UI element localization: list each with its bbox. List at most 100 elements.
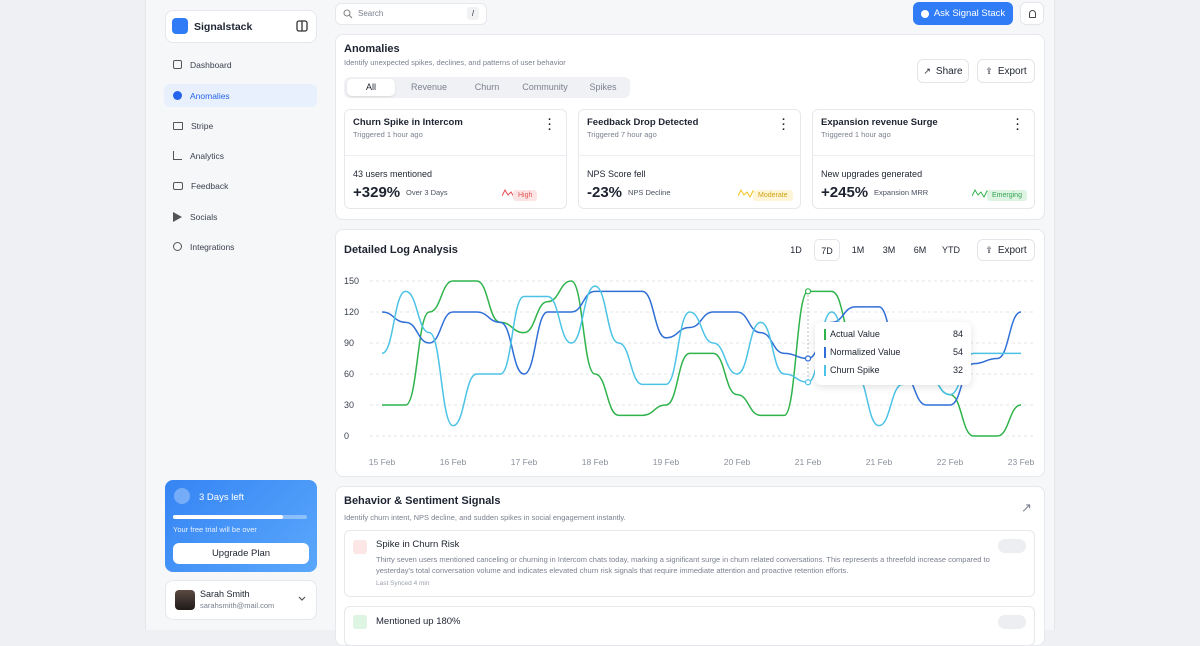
- signal-title: Spike in Churn Risk: [376, 539, 460, 550]
- nav-item[interactable]: Stripe: [164, 114, 317, 137]
- ask-label: Ask Signal Stack: [933, 8, 1006, 19]
- nav-item[interactable]: Analytics: [164, 144, 317, 167]
- avatar: [175, 590, 195, 610]
- nav-item[interactable]: Dashboard: [164, 53, 317, 76]
- badge: Emerging: [987, 190, 1027, 201]
- y-tick-label: 60: [344, 369, 354, 379]
- nav-label: Socials: [190, 211, 218, 222]
- signal-icon: [353, 540, 367, 554]
- nav-icon: [173, 151, 182, 160]
- nav-item-active[interactable]: Anomalies: [164, 84, 317, 107]
- range-button[interactable]: YTD: [942, 245, 960, 255]
- range-button[interactable]: 1M: [851, 245, 865, 255]
- share-button[interactable]: ↗ Share: [917, 59, 969, 83]
- x-tick-label: 21 Feb: [866, 457, 893, 467]
- tooltip-swatch: [824, 347, 826, 358]
- x-tick-label: 17 Feb: [511, 457, 538, 467]
- search-placeholder: Search: [358, 9, 384, 18]
- section-subtitle: Identify unexpected spikes, declines, an…: [344, 58, 566, 67]
- chart-export-button[interactable]: ⇪ Export: [977, 239, 1035, 261]
- tab-active-bg: [347, 79, 395, 96]
- card-menu[interactable]: · · ·: [782, 114, 786, 136]
- tab[interactable]: Spikes: [589, 82, 617, 92]
- export-button[interactable]: ⇪ Export: [977, 59, 1035, 83]
- trial-title: 3 Days left: [199, 492, 244, 503]
- tooltip-label: Churn Spike: [830, 365, 880, 375]
- tab[interactable]: Churn: [474, 82, 500, 92]
- tooltip: [815, 322, 971, 385]
- user-card[interactable]: [165, 580, 317, 620]
- x-tick-label: 18 Feb: [582, 457, 609, 467]
- search-box[interactable]: [335, 3, 487, 25]
- card-value: +329%: [353, 184, 401, 201]
- x-tick-label: 23 Feb: [1008, 457, 1035, 467]
- nav-item[interactable]: Integrations: [164, 235, 317, 258]
- x-tick-label: 21 Feb: [795, 457, 822, 467]
- trial-icon: [174, 488, 190, 504]
- card-menu[interactable]: · · ·: [1016, 114, 1020, 136]
- tooltip-label: Actual Value: [830, 329, 880, 339]
- tab[interactable]: Community: [522, 82, 568, 92]
- upgrade-button[interactable]: Upgrade Plan: [173, 543, 309, 564]
- tooltip-value: 54: [952, 347, 963, 357]
- x-tick-label: 15 Feb: [369, 457, 396, 467]
- nav-label: Dashboard: [190, 59, 232, 70]
- panel-icon[interactable]: [296, 20, 308, 32]
- signal-text: Thirty seven users mentioned canceling o…: [376, 555, 990, 575]
- trial-progress-fill: [173, 515, 283, 519]
- user-name: Sarah Smith: [200, 589, 250, 599]
- bell-button[interactable]: [1020, 2, 1044, 25]
- range-button[interactable]: 1D: [790, 245, 802, 255]
- range-button[interactable]: 3M: [882, 245, 896, 255]
- tooltip-swatch: [824, 329, 826, 340]
- hover-dot: [804, 379, 812, 386]
- tooltip-label: Normalized Value: [830, 347, 901, 357]
- card-title: Churn Spike in Intercom: [353, 117, 463, 128]
- card-menu[interactable]: · · ·: [548, 114, 552, 136]
- tooltip-value: 84: [952, 329, 963, 339]
- nav-label: Integrations: [190, 241, 235, 252]
- line-chart: 0 30 60 90 120 150 15 Feb 16 Feb 17 Feb 18 Feb 19 …: [344, 276, 1035, 467]
- x-tick-label: 20 Feb: [724, 457, 751, 467]
- ask-button[interactable]: Ask Signal Stack: [913, 2, 1013, 25]
- nav-label: Anomalies: [190, 90, 230, 101]
- section-title: Behavior & Sentiment Signals: [344, 495, 501, 507]
- card-triggered: Triggered 7 hour ago: [587, 130, 657, 139]
- signal-icon: [353, 615, 367, 629]
- tab[interactable]: All: [365, 82, 376, 92]
- card-metric: NPS Score fell: [587, 169, 646, 179]
- nav-icon: [173, 60, 182, 69]
- brand-box[interactable]: [165, 10, 317, 43]
- export-label: Export: [997, 65, 1027, 77]
- tooltip-swatch: [824, 365, 826, 376]
- range-button[interactable]: 6M: [913, 245, 927, 255]
- card-note: Over 3 Days: [406, 188, 448, 197]
- nav-item[interactable]: Socials: [164, 205, 317, 228]
- nav-item[interactable]: Feedback: [164, 174, 317, 197]
- share-icon: ↗: [923, 65, 931, 76]
- bell-icon: [1028, 9, 1036, 18]
- nav-label: Feedback: [191, 180, 229, 191]
- share-label: Share: [935, 65, 963, 77]
- shortcut-key: /: [467, 7, 479, 20]
- export-label: Export: [997, 244, 1027, 256]
- screen: Signalstack Dashboard Anomalies Stripe A…: [145, 0, 1055, 646]
- card-metric: New upgrades generated: [821, 169, 923, 179]
- search-icon: [343, 9, 353, 19]
- card-metric: 43 users mentioned: [353, 169, 433, 179]
- expand-icon[interactable]: ↗: [1021, 500, 1032, 515]
- export-icon: ⇪: [985, 244, 993, 255]
- ask-icon: [920, 9, 929, 18]
- tab[interactable]: Revenue: [410, 82, 448, 92]
- card-value: +245%: [821, 184, 869, 201]
- range-button[interactable]: 7D: [814, 239, 840, 261]
- hover-dot: [804, 355, 812, 362]
- nav-icon: [173, 211, 182, 222]
- section-subtitle: Identify churn intent, NPS decline, and …: [344, 513, 626, 522]
- toggle[interactable]: [998, 539, 1026, 553]
- user-email: sarahsmith@mail.com: [200, 601, 275, 610]
- card-title: Expansion revenue Surge: [821, 117, 938, 128]
- toggle[interactable]: [998, 615, 1026, 629]
- card-value: -23%: [587, 184, 623, 201]
- x-tick-label: 19 Feb: [653, 457, 680, 467]
